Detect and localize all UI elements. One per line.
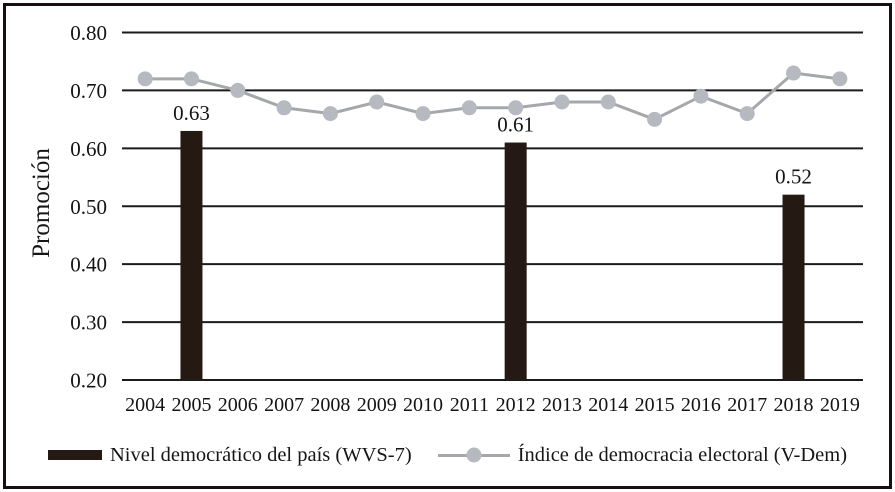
line-marker-2017[interactable] (739, 106, 755, 122)
line-marker-2015[interactable] (647, 111, 663, 127)
x-tick-label: 2012 (496, 394, 536, 416)
line-marker-2009[interactable] (369, 94, 385, 110)
line-marker-2010[interactable] (415, 106, 431, 122)
legend-bar-swatch (47, 450, 102, 460)
x-tick-label: 2019 (820, 394, 860, 416)
y-tick-label: 0.60 (70, 137, 107, 161)
line-marker-2013[interactable] (554, 94, 570, 110)
bar-2012[interactable] (504, 142, 527, 380)
line-marker-2004[interactable] (137, 71, 153, 87)
legend-marker-icon (466, 447, 482, 463)
legend-label-vdem: Índice de democracia electoral (V-Dem) (517, 443, 848, 466)
bar-data-label: 0.52 (775, 165, 812, 189)
x-tick-label: 2005 (171, 394, 211, 416)
x-tick-label: 2013 (542, 394, 582, 416)
line-marker-2008[interactable] (322, 106, 338, 122)
line-marker-2007[interactable] (276, 100, 292, 116)
legend: Nivel democrático del país (WVS-7) Índic… (0, 440, 895, 470)
x-tick-label: 2008 (310, 394, 350, 416)
legend-label-wvs7: Nivel democrático del país (WVS-7) (109, 443, 412, 466)
x-tick-label: 2015 (635, 394, 675, 416)
x-tick-label: 2007 (264, 394, 304, 416)
line-marker-2019[interactable] (832, 71, 848, 87)
y-tick-label: 0.20 (70, 369, 107, 393)
x-tick-label: 2017 (727, 394, 767, 416)
y-tick-label: 0.30 (70, 311, 107, 335)
line-marker-2016[interactable] (693, 88, 709, 104)
bar-2018[interactable] (782, 194, 805, 380)
x-tick-label: 2006 (218, 394, 258, 416)
x-tick-label: 2009 (357, 394, 397, 416)
x-tick-label: 2014 (588, 394, 628, 416)
line-marker-2006[interactable] (230, 82, 246, 98)
y-tick-label: 0.40 (70, 253, 107, 277)
y-tick-label: 0.80 (70, 21, 107, 45)
x-tick-label: 2004 (125, 394, 165, 416)
y-tick-label: 0.50 (70, 195, 107, 219)
bar-data-label: 0.63 (173, 101, 210, 125)
x-tick-label: 2016 (681, 394, 721, 416)
line-marker-2011[interactable] (461, 100, 477, 116)
x-tick-label: 2010 (403, 394, 443, 416)
legend-item-vdem[interactable]: Índice de democracia electoral (V-Dem) (437, 443, 848, 467)
vdem-line (145, 71, 841, 122)
y-axis-title: Promoción (28, 148, 55, 258)
y-tick-label: 0.70 (70, 79, 107, 103)
legend-item-wvs7[interactable]: Nivel democrático del país (WVS-7) (47, 443, 412, 467)
x-tick-label: 2011 (450, 394, 489, 416)
line-marker-2018[interactable] (786, 65, 802, 81)
x-tick-label: 2018 (774, 394, 814, 416)
chart-plot-area: 0.20 0.30 0.40 0.50 0.60 0.70 0.80 2004 2005 2006… (70, 21, 863, 416)
line-marker-2014[interactable] (600, 94, 616, 110)
line-marker-2005[interactable] (183, 71, 199, 87)
bar-2005[interactable] (180, 130, 203, 380)
legend-line-swatch (437, 447, 510, 463)
bar-data-label: 0.61 (497, 113, 534, 137)
line-marker-2012[interactable] (508, 100, 524, 116)
